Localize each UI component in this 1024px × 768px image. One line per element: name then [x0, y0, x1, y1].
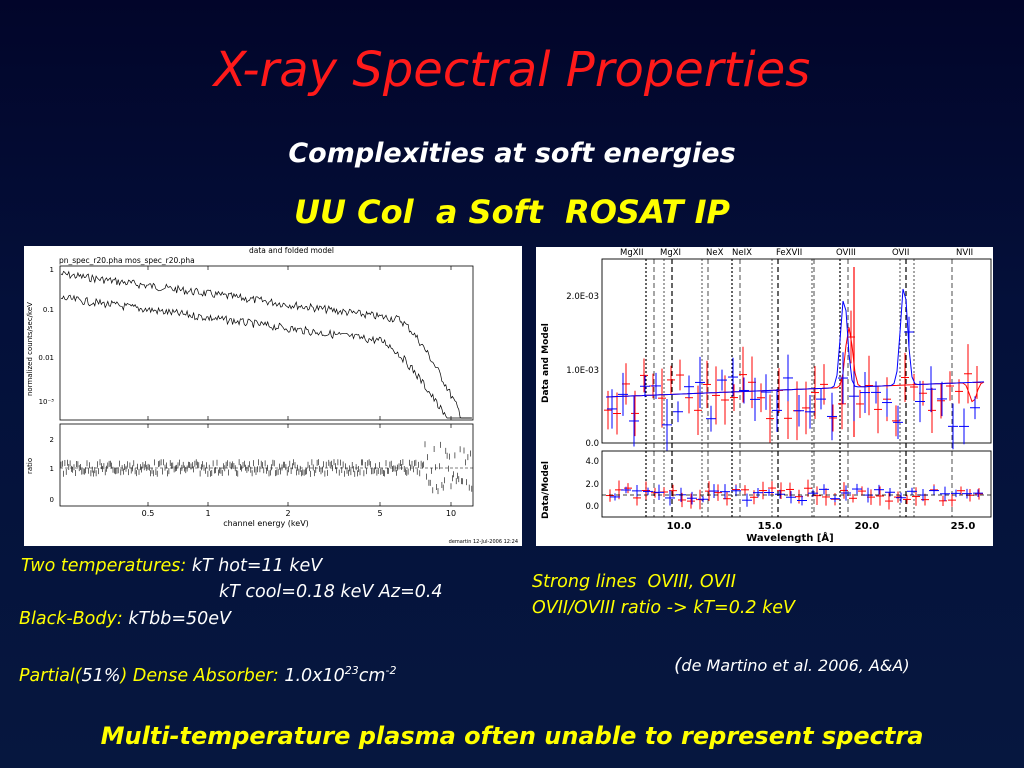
right-ytick-2e-3: 2.0E-03: [566, 292, 599, 302]
reference-text: de Martino et al. 2006, A&A): [681, 656, 910, 675]
left-ytick-001: 0.01: [38, 354, 54, 362]
absorber-exponent: 23: [344, 664, 359, 677]
slide-headline: UU Col a Soft ROSAT IP: [293, 193, 730, 231]
line-label-mgxii: MgXII: [620, 248, 644, 258]
right-line-labels: MgXII MgXI NeX NeIX FeXVII OVIII OVII NV…: [620, 248, 973, 258]
absorber-value: 1.0x10: [278, 665, 345, 686]
right-xtick-25: 25.0: [951, 521, 976, 532]
two-temperatures-line: Two temperatures: kT hot=11 keV: [21, 556, 322, 576]
partial-label-b: ) Dense Absorber:: [120, 665, 279, 686]
left-xtick-10: 10: [446, 509, 456, 518]
left-ylabel-bottom: ratio: [26, 458, 34, 474]
left-xlabel: channel energy (keV): [223, 519, 309, 528]
left-spectrum-pn: [60, 270, 472, 419]
line-label-mgxi: MgXI: [660, 248, 681, 258]
left-xtick-2: 2: [285, 509, 290, 518]
left-xtick-5: 5: [377, 509, 382, 518]
partial-percent: 51%: [81, 665, 121, 686]
left-spectrum-figure: data and folded model pn_spec_r20.pha mo…: [24, 246, 522, 546]
slide-subtitle: Complexities at soft energies: [288, 138, 736, 169]
right-red-spectrum: [604, 267, 985, 510]
left-footer-stamp: demartin 12-Jul-2006 12:24: [449, 539, 518, 545]
slide-title: X-ray Spectral Properties: [213, 42, 811, 98]
right-ratio-tick-2: 2.0: [585, 480, 599, 490]
right-blue-spectrum: [605, 288, 985, 507]
reference-paren: (: [674, 654, 682, 676]
right-ratio-tick-0: 0.0: [585, 502, 599, 512]
right-xtick-15: 15.0: [758, 521, 783, 532]
right-ylabel-bottom: Data/Model: [541, 461, 551, 519]
right-ytick-0: 0.0: [585, 439, 599, 449]
model-curve: [605, 288, 985, 398]
left-ylabel-top: normalized counts/sec/keV: [26, 302, 34, 396]
absorber-unit-exponent: -2: [385, 664, 397, 677]
right-xlabel: Wavelength [Å]: [746, 531, 833, 544]
line-label-fexvii: FeXVII: [776, 248, 802, 258]
left-ytick-1: 1: [50, 266, 54, 274]
right-ylabel-top: Data and Model: [541, 323, 551, 403]
absorber-line: Partial(51%) Dense Absorber: 1.0x1023cm-…: [19, 664, 396, 686]
ratio-text: OVII/OVIII ratio -> kT=0.2 keV: [532, 598, 795, 618]
left-xtick-1: 1: [205, 509, 210, 518]
two-temperatures-label: Two temperatures:: [21, 556, 187, 576]
kt-hot-value: kT hot=11 keV: [186, 556, 323, 576]
right-line-markers: [645, 259, 953, 517]
left-xtick-05: 0.5: [142, 509, 155, 518]
right-xtick-20: 20.0: [855, 521, 880, 532]
model-curve: [605, 327, 985, 403]
right-top-frame: [601, 258, 992, 444]
left-bottom-frame: [59, 423, 474, 507]
right-bottom-frame: [601, 450, 992, 518]
partial-label-a: Partial(: [19, 665, 82, 686]
black-body-value: kTbb=50eV: [122, 609, 232, 629]
line-label-nex: NeX: [706, 248, 724, 258]
left-ytick-01: 0.1: [43, 306, 54, 314]
left-spectrum-svg: data and folded model pn_spec_r20.pha mo…: [26, 246, 518, 545]
line-label-oviii: OVIII: [836, 248, 856, 258]
left-ratio-tick-0: 0: [50, 496, 54, 504]
left-top-frame: [59, 265, 474, 421]
right-spectrum-svg: MgXII MgXI NeX NeIX FeXVII OVIII OVII NV…: [541, 248, 992, 544]
left-ratio-tick-1: 1: [50, 465, 54, 473]
reference-line: (de Martino et al. 2006, A&A): [674, 654, 910, 676]
left-ratio-residuals: [60, 441, 473, 495]
line-label-nvii: NVII: [956, 248, 973, 258]
line-label-neix: NeIX: [732, 248, 752, 258]
absorber-unit: cm: [358, 665, 386, 686]
left-plot-top-title: data and folded model: [249, 246, 334, 255]
right-ytick-1e-3: 1.0E-03: [566, 366, 599, 376]
line-label-ovii: OVII: [892, 248, 909, 258]
slide-footer: Multi-temperature plasma often unable to…: [100, 722, 924, 750]
left-spectrum-mos: [60, 294, 472, 419]
right-xtick-10: 10.0: [667, 521, 692, 532]
left-ytick-1e-3: 10⁻³: [39, 398, 55, 406]
right-ratio-tick-4: 4.0: [585, 457, 599, 467]
left-plot-file-label: pn_spec_r20.pha mos_spec_r20.pha: [59, 256, 195, 265]
kt-cool-value: kT cool=0.18 keV Az=0.4: [219, 582, 443, 602]
black-body-label: Black-Body:: [19, 609, 123, 629]
black-body-line: Black-Body: kTbb=50eV: [19, 609, 231, 629]
right-spectrum-figure: MgXII MgXI NeX NeIX FeXVII OVIII OVII NV…: [536, 247, 993, 546]
left-ratio-tick-2: 2: [50, 436, 54, 444]
strong-lines-text: Strong lines OVIII, OVII: [532, 572, 736, 592]
